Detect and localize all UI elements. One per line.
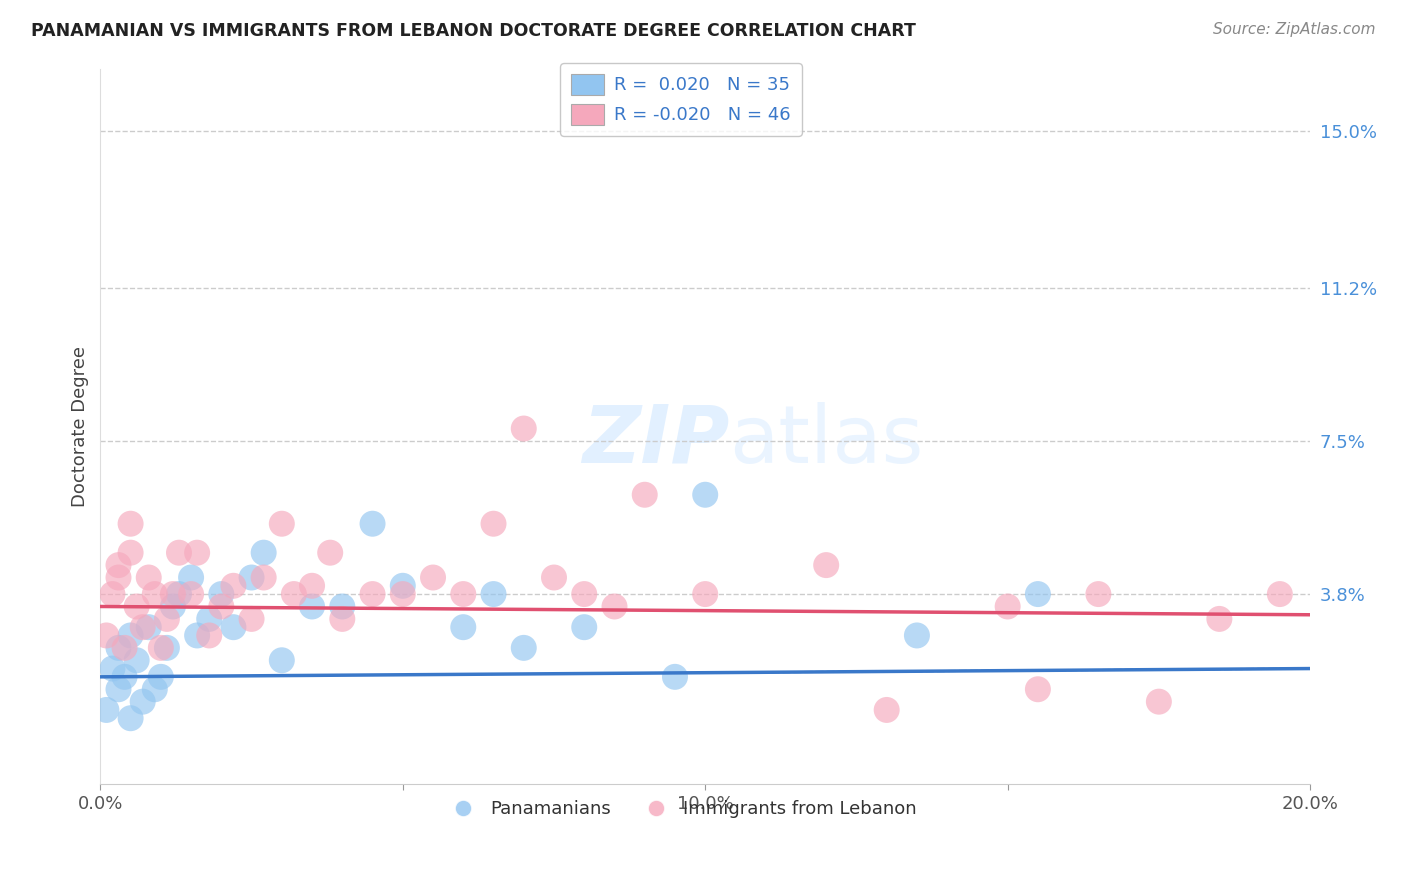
Point	[149, 670, 172, 684]
Point	[198, 612, 221, 626]
Point	[574, 587, 596, 601]
Point	[513, 421, 536, 435]
Point	[107, 682, 129, 697]
Point	[301, 579, 323, 593]
Point	[131, 695, 153, 709]
Point	[391, 579, 413, 593]
Point	[180, 570, 202, 584]
Point	[603, 599, 626, 614]
Point	[107, 558, 129, 573]
Point	[222, 579, 245, 593]
Point	[149, 640, 172, 655]
Point	[422, 570, 444, 584]
Point	[198, 628, 221, 642]
Point	[270, 516, 292, 531]
Point	[143, 682, 166, 697]
Text: atlas: atlas	[730, 401, 924, 480]
Point	[143, 587, 166, 601]
Point	[138, 620, 160, 634]
Point	[330, 612, 353, 626]
Text: PANAMANIAN VS IMMIGRANTS FROM LEBANON DOCTORATE DEGREE CORRELATION CHART: PANAMANIAN VS IMMIGRANTS FROM LEBANON DO…	[31, 22, 915, 40]
Point	[131, 620, 153, 634]
Legend: Panamanians, Immigrants from Lebanon: Panamanians, Immigrants from Lebanon	[437, 793, 924, 825]
Point	[391, 587, 413, 601]
Point	[162, 599, 184, 614]
Text: ZIP: ZIP	[582, 401, 730, 480]
Point	[107, 640, 129, 655]
Point	[240, 570, 263, 584]
Point	[167, 587, 190, 601]
Y-axis label: Doctorate Degree: Doctorate Degree	[72, 346, 89, 507]
Point	[664, 670, 686, 684]
Point	[270, 653, 292, 667]
Point	[543, 570, 565, 584]
Point	[120, 711, 142, 725]
Point	[156, 640, 179, 655]
Point	[695, 488, 717, 502]
Point	[101, 587, 124, 601]
Point	[1268, 587, 1291, 601]
Point	[138, 570, 160, 584]
Point	[815, 558, 838, 573]
Point	[574, 620, 596, 634]
Point	[101, 662, 124, 676]
Point	[319, 546, 342, 560]
Point	[186, 546, 208, 560]
Point	[634, 488, 657, 502]
Point	[125, 653, 148, 667]
Point	[120, 546, 142, 560]
Text: Source: ZipAtlas.com: Source: ZipAtlas.com	[1212, 22, 1375, 37]
Point	[361, 587, 384, 601]
Point	[451, 620, 474, 634]
Point	[1208, 612, 1230, 626]
Point	[1147, 695, 1170, 709]
Point	[451, 587, 474, 601]
Point	[167, 546, 190, 560]
Point	[120, 516, 142, 531]
Point	[513, 640, 536, 655]
Point	[283, 587, 305, 601]
Point	[253, 546, 276, 560]
Point	[209, 587, 232, 601]
Point	[253, 570, 276, 584]
Point	[120, 628, 142, 642]
Point	[301, 599, 323, 614]
Point	[125, 599, 148, 614]
Point	[997, 599, 1019, 614]
Point	[114, 670, 136, 684]
Point	[876, 703, 898, 717]
Point	[240, 612, 263, 626]
Point	[209, 599, 232, 614]
Point	[482, 587, 505, 601]
Point	[114, 640, 136, 655]
Point	[186, 628, 208, 642]
Point	[361, 516, 384, 531]
Point	[222, 620, 245, 634]
Point	[905, 628, 928, 642]
Point	[96, 628, 118, 642]
Point	[107, 570, 129, 584]
Point	[96, 703, 118, 717]
Point	[1026, 587, 1049, 601]
Point	[1087, 587, 1109, 601]
Point	[156, 612, 179, 626]
Point	[482, 516, 505, 531]
Point	[1026, 682, 1049, 697]
Point	[695, 587, 717, 601]
Point	[180, 587, 202, 601]
Point	[330, 599, 353, 614]
Point	[162, 587, 184, 601]
